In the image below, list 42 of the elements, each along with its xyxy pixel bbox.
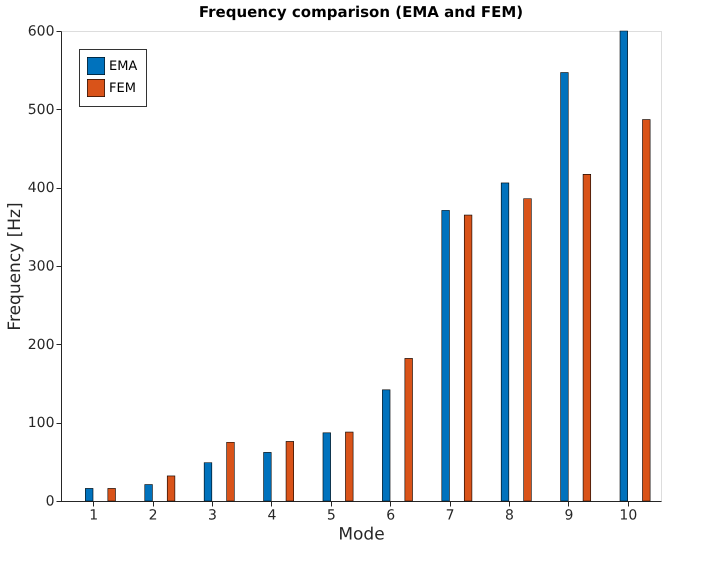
x-tick-label: 4 [267, 508, 276, 524]
x-axis-title: Mode [338, 524, 385, 544]
x-tick-label: 2 [148, 508, 158, 524]
y-tick-label: 500 [28, 102, 54, 118]
bar [582, 174, 592, 502]
bar [345, 432, 354, 502]
bar [85, 488, 94, 502]
y-tick-label: 0 [46, 494, 54, 510]
bar [263, 452, 272, 502]
bar [441, 210, 450, 502]
x-tick-label: 9 [564, 508, 574, 524]
bar [108, 488, 116, 502]
bar [464, 214, 472, 502]
y-tick-label: 600 [28, 24, 54, 40]
bar [226, 442, 235, 502]
x-tick-label: 10 [619, 508, 638, 524]
legend-label: FEM [109, 81, 136, 96]
bar [382, 389, 390, 502]
x-tick-label: 3 [208, 508, 217, 524]
y-tick-label: 300 [28, 258, 54, 274]
y-axis-title: Frequency [Hz] [4, 202, 25, 331]
bar [204, 462, 212, 502]
x-tick-label: 5 [326, 508, 336, 524]
bar [642, 119, 650, 502]
bar [322, 432, 331, 502]
bar [166, 476, 176, 502]
bar [560, 72, 569, 502]
x-tick-label: 8 [505, 508, 514, 524]
chart-title: Frequency comparison (EMA and FEM) [198, 3, 524, 21]
bar [286, 441, 294, 502]
x-tick-label: 6 [386, 508, 396, 524]
bar [523, 198, 532, 502]
x-tick-label: 1 [89, 508, 98, 524]
bar [144, 484, 153, 502]
x-tick-label: 7 [446, 508, 455, 524]
y-tick-label: 200 [28, 336, 54, 353]
legend-label: EMA [109, 59, 138, 74]
y-tick-label: 400 [28, 180, 54, 196]
bar [404, 358, 413, 502]
bar [620, 30, 628, 502]
bar [500, 182, 510, 502]
y-tick-label: 100 [28, 415, 54, 432]
